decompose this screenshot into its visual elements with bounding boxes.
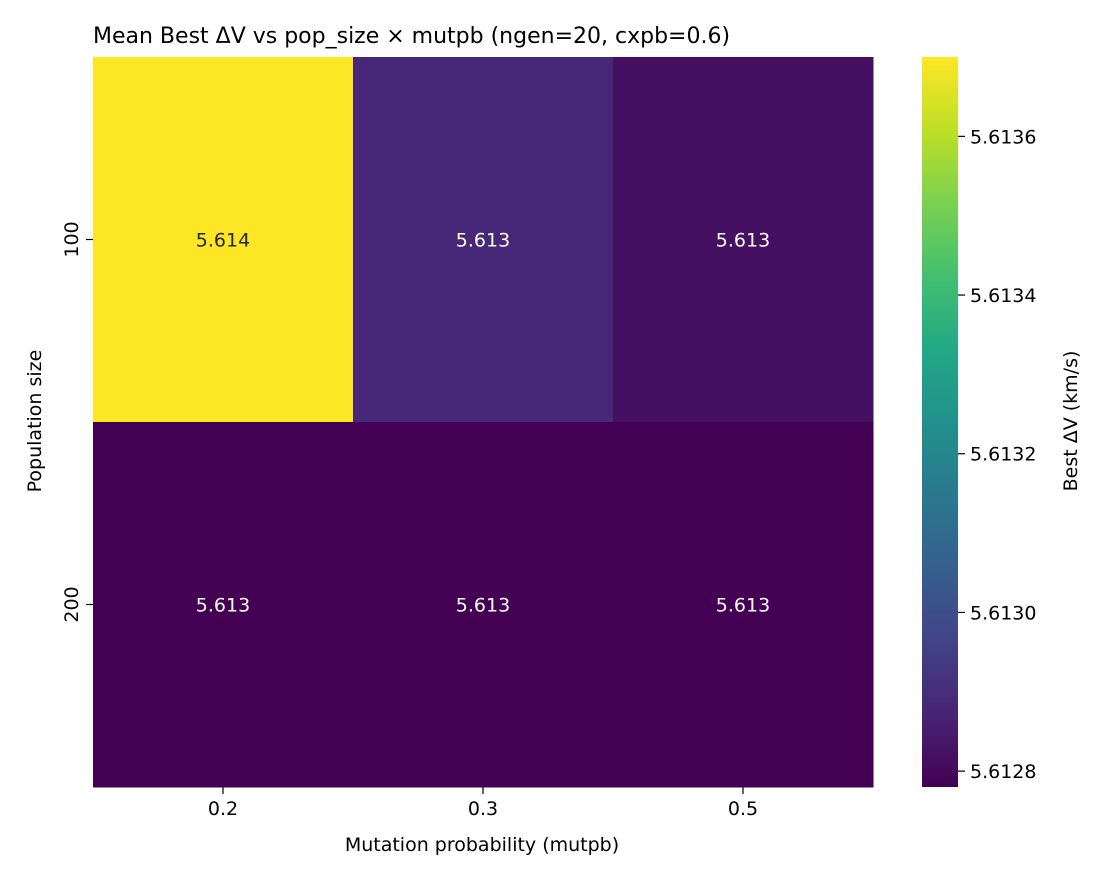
heatmap-cell (93, 57, 354, 423)
heatmap-cells (93, 57, 874, 788)
colorbar-tick-label: 5.6136 (970, 126, 1036, 148)
x-axis: 0.2 0.3 0.5 (208, 787, 758, 820)
y-axis: 100 200 (61, 221, 93, 623)
x-axis-label: Mutation probability (mutpb) (345, 834, 619, 856)
cell-value-label: 5.613 (456, 595, 510, 617)
colorbar-ticks: 5.6128 5.6130 5.6132 5.6134 5.6136 (958, 126, 1036, 783)
colorbar-tick-label: 5.6132 (970, 444, 1036, 466)
y-tick-label: 200 (61, 586, 83, 622)
cell-value-label: 5.613 (716, 595, 770, 617)
x-tick-label: 0.5 (728, 798, 758, 820)
heatmap-cell (353, 422, 614, 788)
heatmap-cell (613, 422, 874, 788)
x-tick-label: 0.3 (468, 798, 498, 820)
cell-value-label: 5.613 (456, 230, 510, 252)
chart-title: Mean Best ΔV vs pop_size × mutpb (ngen=2… (93, 24, 730, 49)
heatmap-cell (93, 422, 354, 788)
colorbar-tick-label: 5.6128 (970, 761, 1036, 783)
heatmap-cell (613, 57, 874, 423)
cell-value-label: 5.613 (716, 230, 770, 252)
y-tick-label: 100 (61, 221, 83, 257)
heatmap-cell (353, 57, 614, 423)
colorbar-tick-label: 5.6130 (970, 602, 1036, 624)
x-tick-label: 0.2 (208, 798, 238, 820)
cell-value-label: 5.614 (196, 230, 250, 252)
colorbar-label: Best ΔV (km/s) (1060, 351, 1082, 492)
cell-value-label: 5.613 (196, 595, 250, 617)
heatmap-cell-labels: 5.614 5.613 5.613 5.613 5.613 5.613 (196, 230, 770, 617)
colorbar-tick-label: 5.6134 (970, 285, 1036, 307)
colorbar (922, 57, 958, 787)
y-axis-label: Population size (24, 350, 46, 493)
